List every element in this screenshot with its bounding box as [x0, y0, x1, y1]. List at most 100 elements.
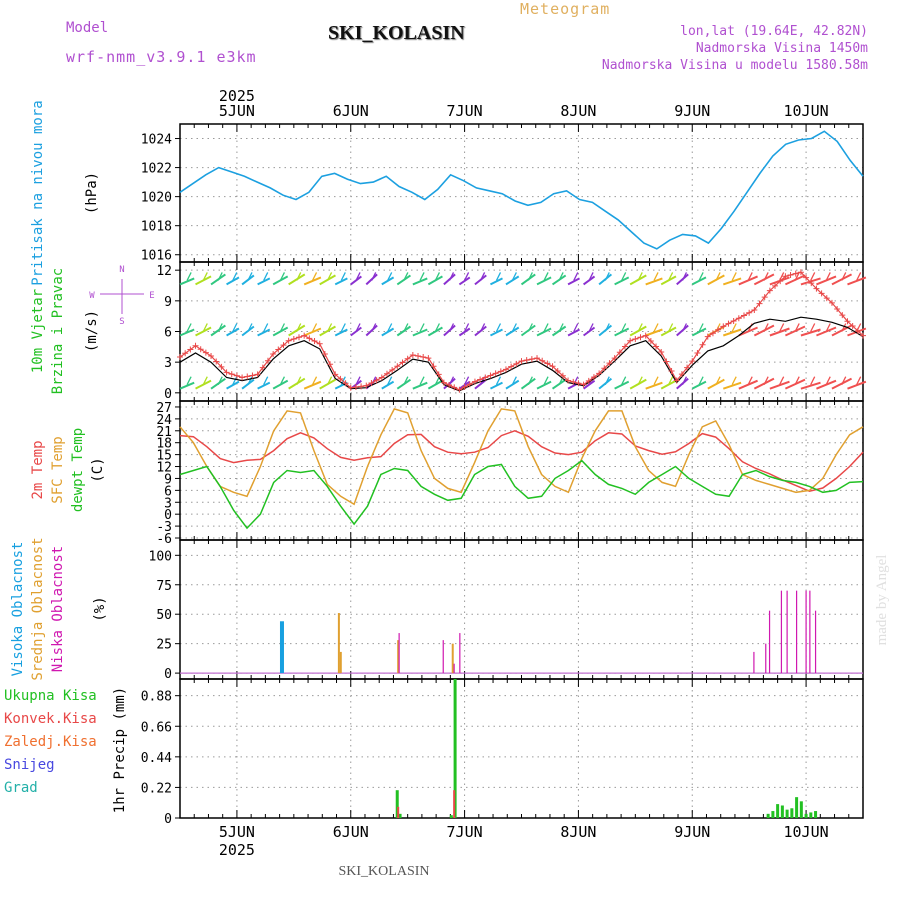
- model-elevation-label: Nadmorska Visina u modelu 1580.58m: [601, 58, 868, 73]
- dewpt-line: [179, 459, 864, 530]
- wind-barb-feather: [186, 272, 192, 281]
- wind-barb-feather: [794, 323, 800, 332]
- wind-speed-marker: [808, 280, 815, 287]
- wind-barb-feather: [698, 376, 704, 385]
- wind-speed-marker: [544, 360, 551, 367]
- wind-barb-feather: [511, 272, 517, 281]
- precip-bar-total: [449, 815, 453, 818]
- pressure-unit: (hPa): [84, 172, 100, 214]
- wind-speed-marker: [735, 315, 742, 322]
- wind-barb-feather: [637, 323, 643, 332]
- y-tick-label: 0: [164, 508, 172, 523]
- y-tick-label: 0.66: [141, 720, 172, 735]
- wind-speed-marker: [844, 318, 851, 325]
- wind-speed-marker: [270, 350, 277, 357]
- precip-bar-total: [809, 812, 813, 818]
- wind-barb-feather: [247, 272, 253, 281]
- wind-barb-feather: [464, 272, 470, 281]
- wind-speed-marker: [378, 374, 385, 381]
- wind-speed-marker: [792, 270, 799, 277]
- wind-barb-feather: [588, 272, 594, 281]
- wind-barb-feather: [279, 272, 285, 281]
- y-tick-label: 1024: [141, 133, 172, 148]
- wind-barb: [179, 381, 195, 390]
- wind-barb: [226, 380, 240, 390]
- wind-barb-feather: [495, 376, 502, 385]
- wind-barb-feather: [387, 376, 393, 385]
- precip-bar-total: [785, 809, 789, 818]
- cloud-bar-mid: [337, 613, 340, 674]
- wind-speed-marker: [363, 382, 370, 389]
- wind-barb: [412, 328, 428, 337]
- wind-speed-marker: [394, 363, 401, 370]
- precip-bar-convective: [397, 806, 400, 818]
- wind-barb: [195, 326, 212, 337]
- wind-barb-feather: [698, 272, 704, 281]
- precip-legend-4: Grad: [4, 780, 38, 796]
- cloud-bar-mid: [397, 640, 400, 674]
- compass-e: E: [149, 291, 154, 301]
- elevation-label: Nadmorska Visina 1450m: [695, 41, 868, 56]
- wind-speed-marker: [254, 371, 261, 378]
- wind-speed-marker: [528, 356, 535, 363]
- wind-barb-feather: [763, 323, 769, 332]
- wind-barb-feather: [731, 323, 737, 332]
- temp-2m-line: [179, 429, 864, 492]
- wind-speed-marker: [834, 306, 841, 313]
- wind-speed-marker: [415, 353, 422, 360]
- wind-barb-feather: [668, 323, 674, 332]
- wind-barb: [381, 327, 395, 337]
- cloud-ylabel-mid: Srednja Oblacnost: [30, 537, 46, 680]
- wind-speed-marker: [228, 371, 235, 378]
- pressure-ylabel: Pritisak na nivou mora: [30, 100, 46, 285]
- wind-barb-feather: [573, 323, 579, 332]
- wind-speed-marker: [482, 374, 489, 381]
- cloud-bar-low: [809, 590, 811, 674]
- cloud-bar-low: [795, 590, 798, 674]
- wind-barb: [691, 380, 707, 390]
- wind-barb: [847, 380, 867, 390]
- y-tick-label: 1016: [141, 249, 172, 264]
- wind-speed-marker: [678, 371, 685, 378]
- wind-barb: [614, 276, 630, 286]
- wind-speed-marker: [497, 368, 504, 375]
- wind-barb: [800, 381, 821, 390]
- wind-barb-feather: [232, 323, 238, 332]
- wind-speed-marker: [409, 352, 416, 359]
- wind-speed-marker: [761, 294, 768, 301]
- panel-frame: [179, 123, 864, 263]
- wind-barb-feather: [403, 376, 409, 385]
- wind-barb-feather: [296, 323, 302, 332]
- wind-speed-marker: [177, 354, 183, 361]
- y-tick-label: 24: [156, 413, 172, 428]
- wind-barb-feather: [527, 376, 533, 385]
- wind-speed-marker: [565, 377, 572, 384]
- wind-speed-marker: [715, 326, 722, 333]
- wind-barb: [458, 327, 471, 337]
- wind-barb-feather: [637, 376, 643, 385]
- wind-barb: [614, 380, 630, 390]
- wind-barb: [691, 327, 707, 337]
- wind-barb-feather: [763, 272, 769, 281]
- wind-barb-feather: [419, 323, 425, 332]
- day-label-top: 9JUN: [674, 102, 710, 120]
- y-tick-label: 9: [164, 295, 172, 310]
- wind-barb-feather: [448, 376, 455, 385]
- y-tick-label: -6: [156, 532, 172, 547]
- compass-n: N: [119, 265, 124, 275]
- wind-speed-marker: [632, 335, 639, 342]
- wind-barb-feather: [543, 272, 549, 281]
- wind-barb-feather: [340, 272, 346, 281]
- cloud-bar-mid: [451, 643, 454, 674]
- precip-legend-0: Ukupna Kisa: [4, 688, 97, 704]
- wind-barb: [334, 277, 348, 286]
- page-title: SKI_KOLASIN: [328, 22, 465, 44]
- precip-bar-total: [398, 813, 402, 818]
- temp-ylabel-sfc: SFC Temp: [50, 436, 66, 503]
- wind-speed-marker: [342, 380, 349, 387]
- y-tick-label: 75: [156, 579, 172, 594]
- wind-speed-marker: [187, 346, 194, 353]
- wind-barb-feather: [825, 376, 831, 385]
- wind-speed-marker: [368, 379, 375, 386]
- y-tick-label: 9: [164, 472, 172, 487]
